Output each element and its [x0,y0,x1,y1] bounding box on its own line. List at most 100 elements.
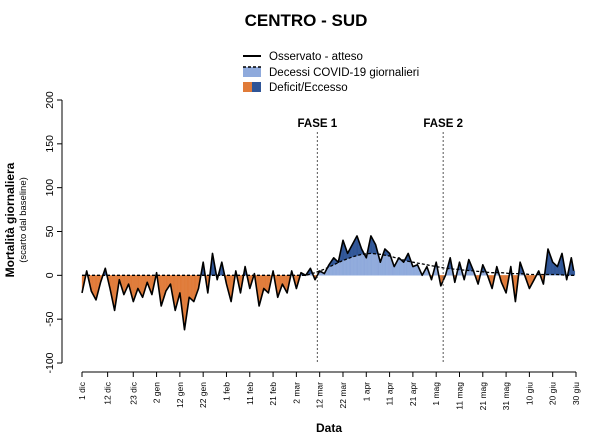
line-layer: FASE 1 FASE 2 [81,118,576,364]
x-tick-label: 22 mar [338,382,348,409]
covid-area [362,253,365,276]
covid-area [519,273,522,276]
y-axis-subtitle: (scarto dal baseline) [18,177,29,263]
covid-area [331,265,333,276]
covid-area [376,253,379,276]
covid-area [361,254,363,276]
y-tick-label: -50 [44,311,56,326]
covid-area [398,258,401,276]
covid-area [332,264,334,276]
x-tick-label: 1 feb [221,382,231,401]
y-axis-title: Mortalità giornaliera [3,162,17,277]
covid-area [369,253,372,276]
covid-area [356,255,359,276]
covid-area [345,258,347,276]
covid-area [468,270,471,276]
phase-label: FASE 1 [298,118,338,130]
covid-area [371,253,374,276]
covid-area [347,258,349,276]
legend-covid-swatch [243,67,261,77]
axes: -100 -50 0 50 100 150 200 1 dic 12 dic 23 dic 2 ge… [44,91,581,410]
deficit-area [264,275,267,292]
x-tick-label: 2 mar [291,382,301,404]
covid-area [340,260,342,276]
x-tick-label: 12 dic [103,381,113,404]
covid-area [399,258,402,276]
covid-area [408,261,410,276]
covid-area [401,259,403,276]
legend-excess-swatch [252,82,261,92]
covid-area [328,266,331,276]
covid-area [352,256,354,276]
covid-area [385,255,388,276]
covid-area [357,254,360,276]
x-tick-label: 22 gen [198,382,208,408]
phase-label: FASE 2 [423,118,463,130]
covid-area [467,270,469,276]
covid-area [404,260,407,276]
chart-title: CENTRO - SUD [245,11,368,30]
covid-area [360,254,362,276]
covid-area [450,268,452,276]
covid-area [447,268,450,276]
covid-area [402,260,404,276]
y-tick-label: 50 [44,226,56,238]
covid-area [415,265,417,276]
covid-area [459,269,461,276]
covid-area [405,260,408,276]
legend-deficit-swatch [243,82,252,92]
x-tick-label: 20 giu [548,382,558,405]
x-tick-label: 21 feb [268,382,278,406]
y-tick-label: 0 [44,272,56,278]
covid-area [409,261,411,276]
deficit-area [192,275,194,302]
covid-area [387,255,389,276]
deficit-area [265,275,268,293]
covid-area [342,259,345,276]
x-tick-label: 31 mag [501,382,511,411]
excess-area [573,270,575,276]
legend-label: Deficit/Eccesso [269,82,348,94]
legend-label: Decessi COVID-19 giornalieri [269,67,419,79]
deficit-area [263,275,266,290]
covid-area [382,254,384,276]
covid-area [383,254,386,276]
covid-area [349,257,352,276]
x-tick-label: 2 gen [152,382,162,404]
covid-area [341,260,344,276]
x-tick-label: 1 apr [361,382,371,402]
covid-area [374,253,376,276]
covid-dashed-line [82,252,576,276]
covid-area [448,268,451,276]
covid-area [350,256,353,276]
covid-area [363,253,366,276]
covid-area [367,253,369,276]
covid-area [384,254,387,276]
covid-area [359,254,361,276]
covid-area [338,261,340,276]
covid-area [388,255,390,276]
covid-area [458,269,460,276]
x-tick-label: 1 dic [77,381,87,400]
x-tick-label: 12 mar [315,382,325,409]
covid-area [339,261,341,276]
covid-area [469,270,472,276]
covid-area [413,265,416,276]
x-tick-label: 21 apr [408,382,418,406]
y-tick-label: -100 [44,352,56,373]
x-tick-label: 30 giu [571,382,581,405]
x-tick-label: 11 apr [385,382,395,406]
x-tick-label: 11 mag [454,382,464,410]
covid-area [354,255,356,276]
x-tick-label: 1 mag [431,382,441,406]
covid-area [348,257,351,276]
covid-area [412,265,415,276]
x-tick-label: 21 mag [478,382,488,411]
covid-area [389,255,391,276]
observed-line [81,235,575,331]
deficit-area [94,275,97,300]
covid-area [355,255,358,276]
covid-area [353,256,355,276]
x-tick-label: 12 gen [175,382,185,408]
